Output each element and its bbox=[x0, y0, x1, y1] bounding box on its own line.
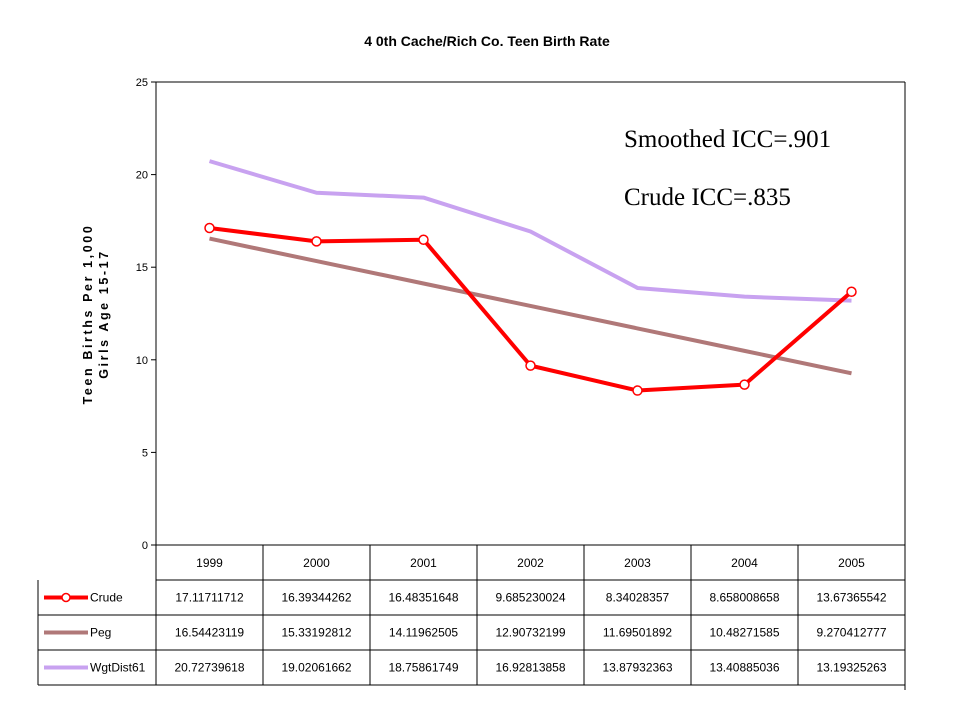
data-point-crude bbox=[418, 234, 429, 245]
y-tick-label: 10 bbox=[136, 355, 148, 367]
y-axis-label-line2: Girls Age 15-17 bbox=[97, 249, 111, 379]
table-value-cell: 9.685230024 bbox=[495, 591, 565, 605]
y-tick-label: 15 bbox=[136, 262, 148, 274]
x-category-label: 2004 bbox=[731, 556, 758, 570]
data-point-crude bbox=[632, 385, 643, 396]
crude-icc-annotation: Crude ICC=.835 bbox=[624, 184, 791, 211]
data-point-crude bbox=[525, 360, 536, 371]
table-value-cell: 13.40885036 bbox=[709, 661, 779, 675]
table-value-cell: 17.11711712 bbox=[175, 591, 244, 605]
smoothed-icc-annotation: Smoothed ICC=.901 bbox=[624, 126, 832, 153]
x-category-label: 1999 bbox=[196, 556, 223, 570]
table-value-cell: 20.72739618 bbox=[174, 661, 244, 675]
y-tick-label: 25 bbox=[136, 77, 148, 89]
table-value-cell: 18.75861749 bbox=[388, 661, 458, 675]
data-point-crude bbox=[846, 286, 857, 298]
table-value-cell: 10.48271585 bbox=[709, 626, 779, 640]
table-value-cell: 8.34028357 bbox=[606, 591, 670, 605]
table-value-cell: 16.54423119 bbox=[175, 626, 245, 640]
x-category-label: 2000 bbox=[303, 556, 330, 570]
table-value-cell: 11.69501892 bbox=[603, 626, 673, 640]
table-value-cell: 19.02061662 bbox=[281, 661, 351, 675]
series-line-peg bbox=[209, 236, 852, 376]
table-value-cell: 16.48351648 bbox=[388, 591, 458, 605]
table-value-cell: 12.90732199 bbox=[495, 626, 565, 640]
legend-label-wgtdist61: WgtDist61 bbox=[90, 661, 146, 675]
table-value-cell: 9.270412777 bbox=[816, 626, 886, 640]
x-category-label: 2005 bbox=[838, 556, 865, 570]
y-tick-label: 0 bbox=[142, 540, 148, 552]
table-value-cell: 13.67365542 bbox=[816, 591, 886, 605]
chart-title: 4 0th Cache/Rich Co. Teen Birth Rate bbox=[364, 33, 610, 49]
x-category-label: 2001 bbox=[410, 556, 437, 570]
table-value-cell: 16.39344262 bbox=[281, 591, 351, 605]
table-value-cell: 16.92813858 bbox=[495, 661, 565, 675]
data-point-crude bbox=[204, 222, 215, 234]
legend-marker bbox=[61, 592, 71, 603]
y-tick-label: 5 bbox=[142, 447, 148, 459]
table-value-cell: 8.658008658 bbox=[709, 591, 779, 605]
x-category-label: 2002 bbox=[517, 556, 544, 570]
table-value-cell: 13.19325263 bbox=[816, 661, 886, 675]
table-value-cell: 14.11962505 bbox=[389, 626, 459, 640]
table-value-cell: 15.33192812 bbox=[281, 626, 351, 640]
series-line-wgtdist61 bbox=[208, 159, 852, 303]
data-point-crude bbox=[739, 379, 750, 390]
x-category-label: 2003 bbox=[624, 556, 651, 570]
y-tick-label: 20 bbox=[136, 170, 148, 182]
data-point-crude bbox=[311, 236, 322, 247]
table-value-cell: 13.87932363 bbox=[602, 661, 672, 675]
legend-label-peg: Peg bbox=[90, 626, 111, 640]
legend-label-crude: Crude bbox=[90, 591, 123, 605]
y-axis-label-line1: Teen Births Per 1,000 bbox=[81, 224, 95, 405]
